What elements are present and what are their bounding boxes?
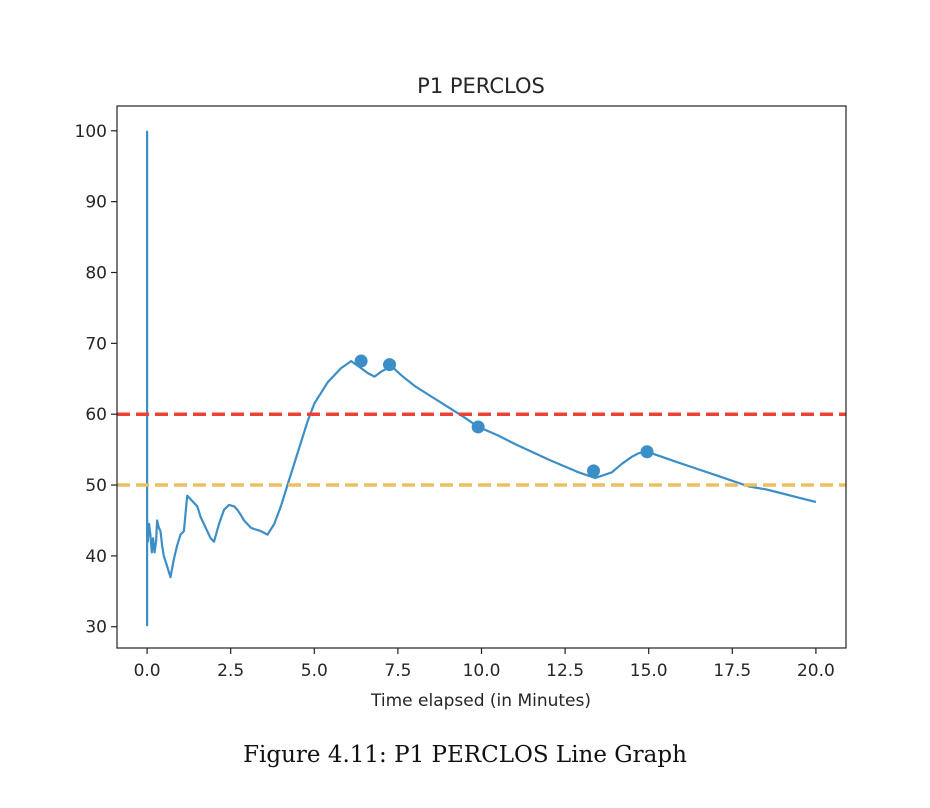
plot-frame: [116, 105, 847, 649]
x-axis: 0.0 2.5 5.0 7.5 10.0 12.5 15.0 17.5 20.0: [134, 648, 835, 681]
y-tick-label: 90: [85, 193, 107, 213]
y-tick-label: 40: [85, 547, 107, 567]
x-tick-label: 7.5: [384, 661, 411, 681]
x-tick-label: 15.0: [630, 661, 668, 681]
y-tick-label: 50: [85, 476, 107, 496]
chart-title: P1 PERCLOS: [417, 74, 545, 98]
peak-marker-2: [383, 358, 397, 372]
x-tick-label: 10.0: [463, 661, 501, 681]
x-tick-label: 17.5: [713, 661, 751, 681]
y-tick-label: 70: [85, 334, 107, 354]
x-axis-label: Time elapsed (in Minutes): [370, 691, 591, 711]
y-tick-label: 100: [75, 122, 107, 142]
perclos-figure: P1 PERCLOS 0.0 2.5 5.0 7.5 10.0 12.5 15.0 17.5 2…: [75, 74, 847, 711]
x-tick-label: 0.0: [134, 661, 161, 681]
x-tick-label: 20.0: [797, 661, 835, 681]
marker-layer: [354, 354, 654, 478]
peak-marker-3: [471, 420, 485, 434]
y-tick-label: 80: [85, 263, 107, 283]
y-axis: 30 40 50 60 70 80 90 100: [75, 122, 117, 638]
x-tick-label: 12.5: [546, 661, 584, 681]
figure-caption: Figure 4.11: P1 PERCLOS Line Graph: [243, 742, 687, 768]
peak-marker-4: [587, 464, 601, 478]
peak-marker-1: [354, 354, 368, 368]
y-tick-label: 60: [85, 405, 107, 425]
x-tick-label: 5.0: [301, 661, 328, 681]
series-layer: [117, 130, 846, 627]
y-tick-label: 30: [85, 618, 107, 638]
x-tick-label: 2.5: [217, 661, 244, 681]
peak-marker-5: [640, 445, 654, 459]
perclos-series-line: [146, 130, 817, 627]
